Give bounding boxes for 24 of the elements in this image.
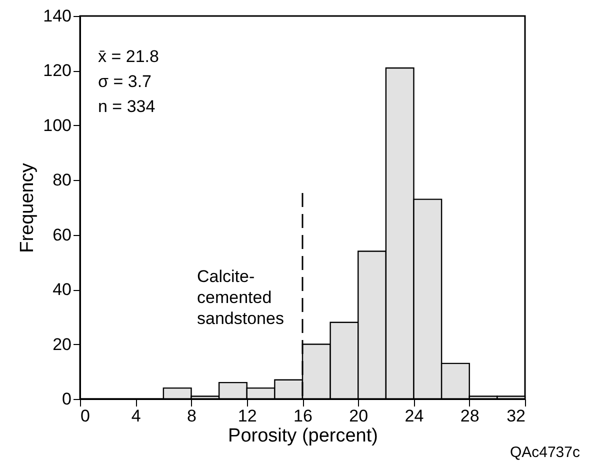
x-tick-label: 24 xyxy=(404,406,424,426)
y-tick-label: 40 xyxy=(52,280,72,300)
x-tick-label: 20 xyxy=(349,406,368,426)
x-tick-label: 16 xyxy=(294,406,312,426)
annotation: x̄ = 21.8 xyxy=(98,47,159,66)
y-tick-label: 140 xyxy=(43,6,72,26)
y-tick-label: 80 xyxy=(52,170,72,190)
y-tick-label: 100 xyxy=(43,116,72,135)
y-axis-title: Frequency xyxy=(17,162,38,253)
x-tick-label: 0 xyxy=(80,406,90,426)
x-tick-label: 12 xyxy=(238,406,257,426)
y-tick-label: 20 xyxy=(52,334,72,354)
x-tick-label: 4 xyxy=(131,406,141,426)
annotation: σ = 3.7 xyxy=(98,72,152,91)
y-tick-label: 0 xyxy=(62,390,72,408)
annotation: n = 334 xyxy=(98,97,156,116)
y-tick-label: 60 xyxy=(52,225,72,244)
x-tick-label: 28 xyxy=(460,406,480,426)
x-tick-label: 32 xyxy=(506,406,526,426)
text: QAc4737c xyxy=(510,444,580,461)
x-tick-label: 8 xyxy=(187,406,196,426)
y-tick-label: 120 xyxy=(43,61,72,80)
x-axis-title: Porosity (percent) xyxy=(228,426,378,446)
annotation: Calcite- cemented sandstones xyxy=(197,267,284,328)
